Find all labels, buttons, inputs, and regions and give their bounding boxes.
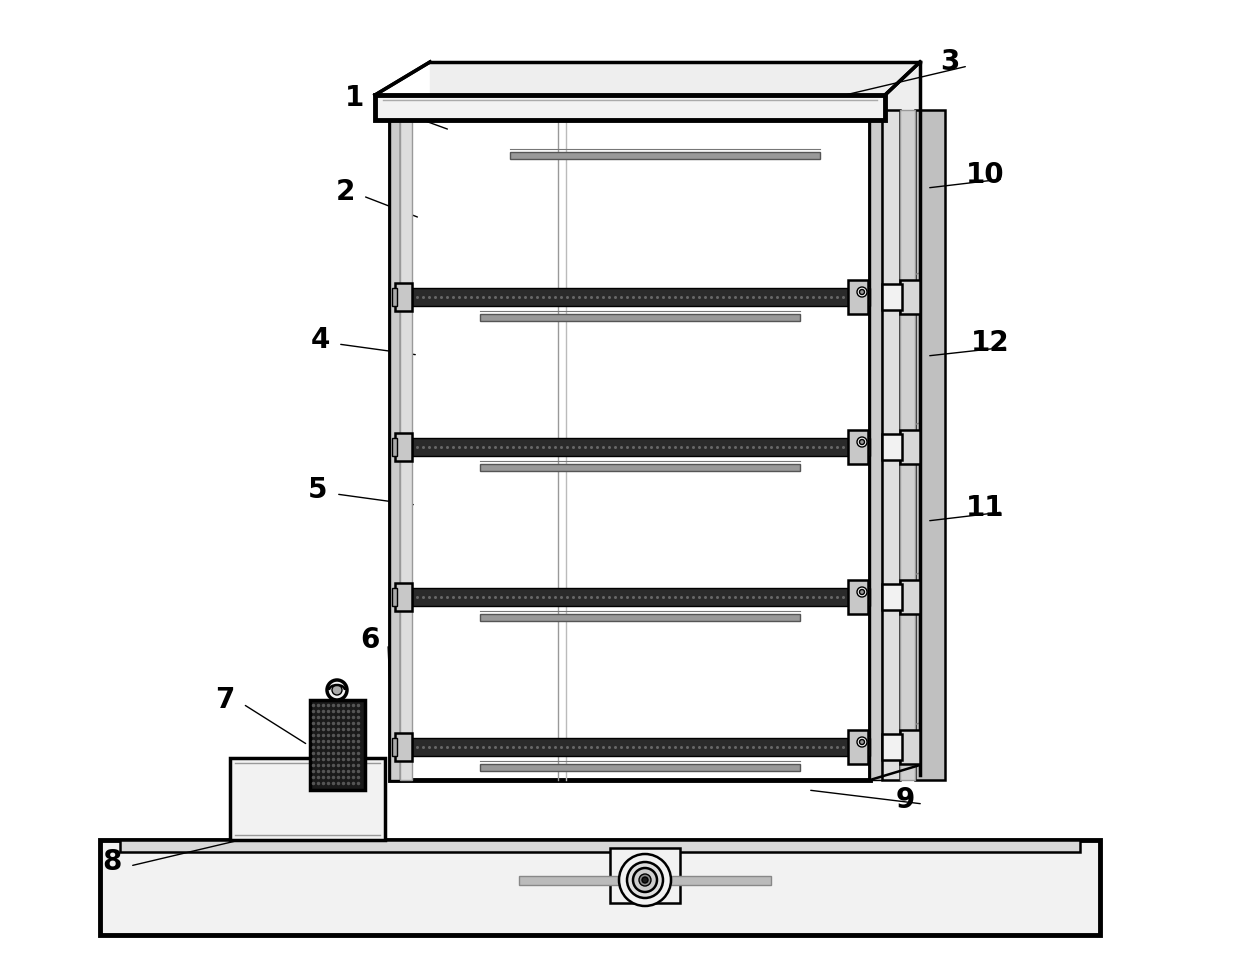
Bar [391, 110, 401, 780]
Circle shape [619, 854, 671, 906]
Bar [401, 110, 412, 780]
Bar [480, 614, 800, 621]
Bar [412, 588, 870, 606]
Circle shape [859, 440, 864, 445]
Bar [396, 583, 412, 611]
Text: 4: 4 [310, 326, 330, 354]
Circle shape [332, 685, 342, 695]
Circle shape [627, 862, 663, 898]
Text: 12: 12 [971, 329, 1009, 357]
Text: 2: 2 [335, 178, 355, 206]
Circle shape [632, 868, 657, 892]
Text: 6: 6 [361, 626, 379, 654]
Circle shape [857, 737, 867, 747]
Bar [848, 580, 868, 614]
Text: 11: 11 [966, 494, 1004, 522]
Text: 8: 8 [103, 848, 122, 876]
Bar [412, 438, 870, 456]
Text: 5: 5 [309, 476, 327, 504]
Circle shape [639, 874, 651, 886]
Bar [374, 95, 885, 120]
Bar [391, 110, 870, 780]
Bar [229, 758, 384, 840]
Bar [900, 730, 920, 764]
Bar [392, 288, 397, 306]
Bar [900, 110, 915, 780]
Bar [480, 464, 800, 471]
Bar [900, 430, 920, 464]
Text: 3: 3 [940, 48, 960, 76]
Circle shape [857, 287, 867, 297]
Bar [900, 580, 920, 614]
Text: 1: 1 [346, 84, 365, 112]
Bar [882, 584, 901, 610]
Bar [392, 588, 397, 606]
Bar [396, 283, 412, 311]
Bar [882, 284, 901, 310]
Text: 10: 10 [966, 161, 1004, 189]
Bar [870, 110, 882, 780]
Circle shape [642, 877, 649, 883]
Text: 7: 7 [216, 686, 234, 714]
Bar [900, 280, 920, 314]
Bar [310, 700, 365, 790]
Bar [120, 840, 1080, 852]
Bar [510, 152, 820, 159]
Circle shape [859, 589, 864, 595]
Bar [671, 876, 771, 885]
Bar [915, 110, 945, 780]
Bar [392, 738, 397, 756]
Bar [610, 848, 680, 903]
Bar [520, 876, 619, 885]
Circle shape [859, 290, 864, 295]
Bar [480, 764, 800, 771]
Circle shape [857, 437, 867, 447]
Bar [412, 288, 870, 306]
Circle shape [859, 739, 864, 744]
Bar [882, 110, 900, 780]
Bar [480, 314, 800, 321]
Bar [100, 840, 1100, 935]
Polygon shape [430, 62, 920, 775]
Bar [396, 433, 412, 461]
Bar [396, 733, 412, 761]
Text: 9: 9 [895, 786, 915, 814]
Bar [882, 434, 901, 460]
Bar [848, 280, 868, 314]
Bar [412, 738, 870, 756]
Bar [848, 730, 868, 764]
Bar [882, 734, 901, 760]
Circle shape [857, 587, 867, 597]
Bar [848, 430, 868, 464]
Circle shape [327, 680, 347, 700]
Bar [392, 438, 397, 456]
